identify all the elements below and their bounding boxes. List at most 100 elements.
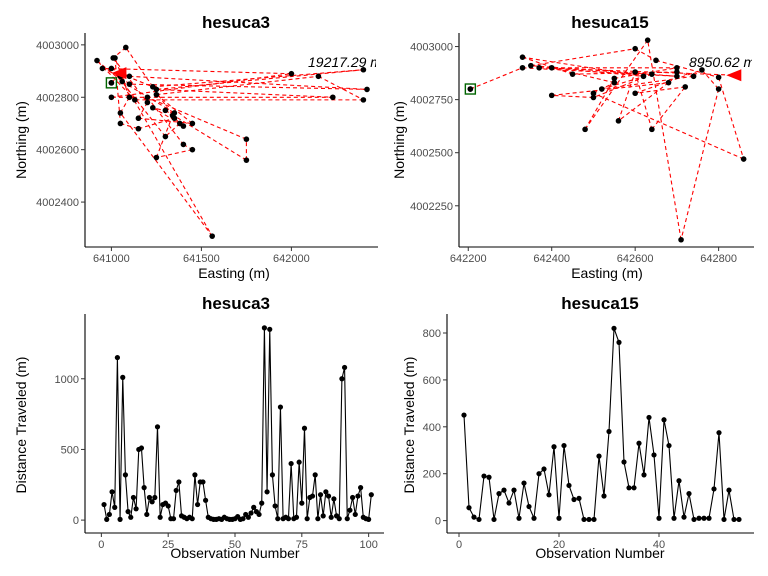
location-point bbox=[649, 126, 655, 133]
data-point bbox=[726, 487, 732, 493]
data-point bbox=[721, 516, 727, 523]
axes: 642200 642400 642600 642800 4002250 4002500 40… bbox=[410, 33, 754, 265]
y-tick-label: 0 bbox=[73, 515, 79, 527]
x-tick-label: 641500 bbox=[183, 253, 220, 265]
data-point bbox=[144, 511, 150, 518]
location-point bbox=[94, 57, 100, 64]
data-point bbox=[117, 516, 123, 523]
end-arrow bbox=[111, 67, 127, 80]
data-point bbox=[125, 509, 131, 515]
location-point bbox=[715, 86, 722, 92]
data-point bbox=[541, 466, 547, 472]
path-segment bbox=[137, 102, 148, 119]
location-point bbox=[644, 37, 651, 43]
location-point bbox=[243, 136, 250, 142]
location-point bbox=[690, 73, 697, 80]
data-point bbox=[344, 516, 350, 522]
panel-hesuca3-track: hesuca3 19217.29 m 641000 641500 642000 400… bbox=[13, 0, 684, 281]
path-segment bbox=[129, 75, 368, 90]
y-tick-label: 500 bbox=[61, 444, 79, 456]
data-point bbox=[656, 515, 662, 521]
path-segment bbox=[152, 107, 175, 114]
data-point bbox=[526, 503, 532, 510]
data-point bbox=[323, 489, 329, 495]
location-point bbox=[678, 236, 684, 243]
data-point bbox=[296, 459, 302, 465]
location-point bbox=[162, 133, 169, 140]
location-point bbox=[243, 157, 250, 163]
path-segment bbox=[119, 112, 213, 237]
data-point bbox=[312, 472, 318, 478]
data-point bbox=[491, 516, 497, 523]
data-point bbox=[128, 514, 134, 520]
data-point bbox=[122, 472, 129, 478]
data-point bbox=[293, 514, 300, 520]
data-point bbox=[701, 515, 707, 521]
data-point bbox=[264, 489, 270, 495]
x-tick-label: 40 bbox=[653, 539, 665, 551]
data-point bbox=[366, 516, 372, 523]
data-point bbox=[531, 515, 537, 521]
path-segment bbox=[617, 71, 636, 122]
location-point bbox=[536, 64, 542, 71]
location-point bbox=[153, 154, 160, 161]
data-point bbox=[586, 516, 592, 523]
path-segment bbox=[680, 88, 720, 240]
data-point bbox=[696, 515, 702, 521]
data-point bbox=[251, 504, 257, 510]
x-axis-title: Easting (m) bbox=[198, 265, 270, 281]
data-point bbox=[711, 486, 717, 492]
data-point bbox=[601, 493, 607, 499]
right-clip-mask bbox=[376, 0, 684, 245]
data-point bbox=[347, 507, 353, 513]
data-point bbox=[616, 339, 622, 345]
data-point bbox=[352, 511, 358, 518]
location-point bbox=[99, 65, 106, 72]
location-point bbox=[153, 86, 160, 93]
data-point bbox=[339, 376, 345, 382]
data-point bbox=[666, 442, 672, 449]
data-point bbox=[471, 514, 477, 520]
data-point bbox=[299, 500, 305, 506]
path-segment bbox=[593, 92, 744, 160]
x-tick-label: 25 bbox=[162, 539, 174, 551]
data-point bbox=[114, 354, 120, 361]
data-point bbox=[203, 497, 209, 503]
x-tick-label: 20 bbox=[553, 539, 565, 551]
path-segment bbox=[147, 96, 247, 140]
path-segment bbox=[156, 75, 319, 96]
start-marker bbox=[105, 77, 118, 89]
panel-hesuca15-track: hesuca15 8950.62 m 642200 642400 642600 642… bbox=[391, 0, 768, 281]
location-point bbox=[126, 73, 133, 80]
data-point bbox=[112, 504, 118, 510]
location-point bbox=[135, 125, 142, 132]
location-point bbox=[360, 66, 367, 73]
location-point bbox=[674, 69, 680, 75]
data-point bbox=[546, 492, 552, 498]
location-point bbox=[632, 69, 638, 75]
data-point bbox=[681, 514, 687, 520]
path-segment bbox=[551, 67, 615, 84]
path-segment bbox=[718, 77, 745, 160]
data-point bbox=[256, 511, 262, 518]
location-point bbox=[171, 110, 178, 116]
data-point bbox=[596, 453, 602, 459]
data-point bbox=[466, 505, 472, 511]
location-point bbox=[528, 62, 534, 69]
y-axis-title: Distance Traveled (m) bbox=[13, 357, 29, 494]
location-point bbox=[330, 94, 336, 101]
x-tick-label: 641000 bbox=[93, 253, 130, 265]
x-tick-label: 642400 bbox=[533, 253, 570, 265]
location-point bbox=[674, 73, 680, 80]
data-point bbox=[120, 374, 126, 380]
location-point bbox=[153, 91, 160, 98]
track-marks bbox=[464, 37, 747, 243]
total-distance-label: 19217.29 m bbox=[308, 54, 382, 70]
data-point bbox=[146, 494, 153, 501]
data-point bbox=[350, 494, 356, 501]
data-point bbox=[269, 472, 276, 478]
data-point bbox=[304, 516, 310, 522]
track-marks bbox=[94, 44, 370, 239]
